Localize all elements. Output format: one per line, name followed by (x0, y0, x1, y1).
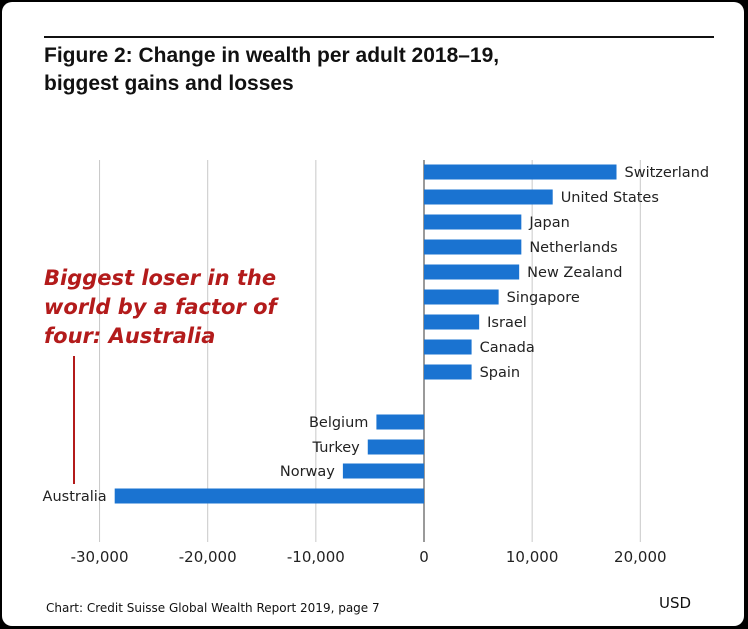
annotation: Biggest loser in the world by a factor o… (44, 264, 284, 351)
annotation-line-1: Biggest loser in the (44, 266, 277, 290)
category-label: Japan (528, 215, 569, 231)
bar (424, 314, 480, 330)
category-label: Netherlands (529, 240, 617, 256)
category-label: Spain (480, 365, 521, 381)
annotation-line-2: world by a factor of (44, 295, 277, 319)
bar (424, 239, 522, 255)
bar (424, 264, 520, 280)
chart-title: Figure 2: Change in wealth per adult 201… (44, 42, 704, 98)
bar (424, 189, 553, 205)
category-label: Norway (280, 464, 335, 480)
category-label: Canada (480, 340, 535, 356)
category-label: Singapore (507, 290, 580, 306)
bar (424, 289, 499, 305)
category-label: Australia (43, 489, 107, 505)
annotation-line-3: four: Australia (44, 324, 216, 348)
bar (424, 164, 617, 180)
bar (367, 439, 424, 455)
x-tick-label: 0 (419, 548, 429, 566)
source-note: Chart: Credit Suisse Global Wealth Repor… (46, 601, 380, 615)
x-axis-unit: USD (659, 594, 692, 612)
chart-title-line-1: Figure 2: Change in wealth per adult 201… (44, 44, 500, 67)
bar (424, 339, 472, 355)
title-rule (44, 36, 714, 38)
bar (376, 414, 424, 430)
x-tick-label: 10,000 (506, 548, 559, 566)
category-label: United States (561, 190, 659, 206)
bar (114, 488, 424, 504)
category-label: Belgium (309, 415, 368, 431)
x-tick-label: -30,000 (71, 548, 129, 566)
x-tick-label: -10,000 (287, 548, 345, 566)
x-tick-label: -20,000 (179, 548, 237, 566)
category-label: Israel (487, 315, 527, 331)
bar (342, 463, 424, 479)
bar (424, 364, 472, 380)
category-label: Switzerland (625, 165, 710, 181)
bar (424, 214, 522, 230)
category-label: Turkey (312, 440, 361, 456)
chart-title-line-2: biggest gains and losses (44, 72, 294, 95)
x-tick-label: 20,000 (614, 548, 667, 566)
category-label: New Zealand (527, 265, 622, 281)
